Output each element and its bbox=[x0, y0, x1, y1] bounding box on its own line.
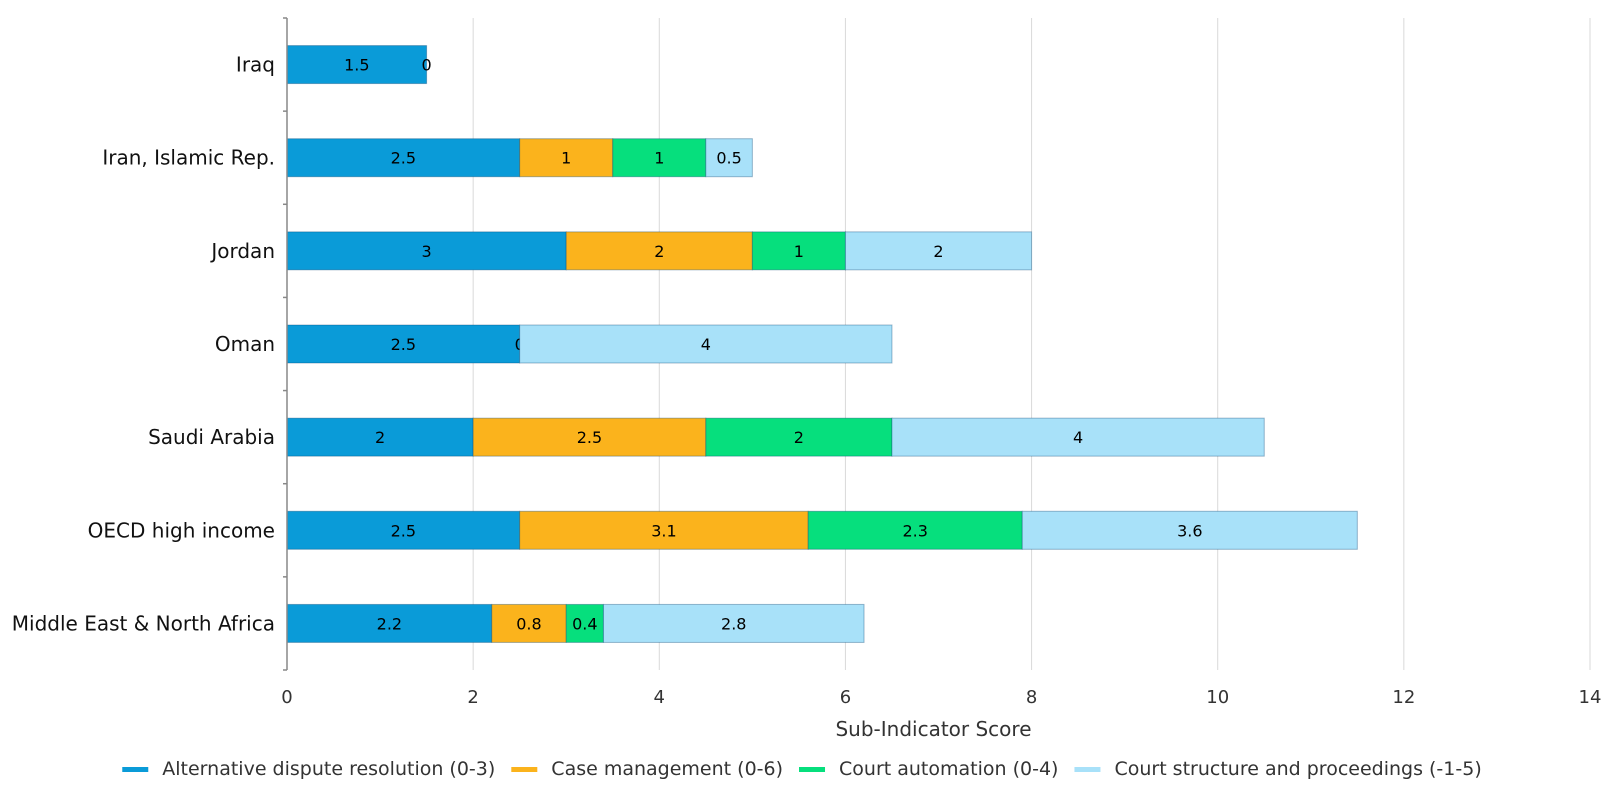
legend-label: Court structure and proceedings (-1-5) bbox=[1114, 758, 1481, 780]
data-label: 2.5 bbox=[391, 335, 416, 354]
category-label: Saudi Arabia bbox=[148, 425, 275, 449]
data-label: 2.2 bbox=[377, 614, 402, 633]
data-label: 1.5 bbox=[344, 56, 369, 75]
legend-item: Court structure and proceedings (-1-5) bbox=[1074, 758, 1481, 780]
legend-label: Case management (0-6) bbox=[551, 758, 783, 780]
x-axis-title: Sub-Indicator Score bbox=[835, 717, 1031, 741]
data-label: 2 bbox=[375, 428, 385, 447]
data-label: 2 bbox=[933, 242, 943, 261]
data-label: 4 bbox=[1073, 428, 1083, 447]
data-label: 3.1 bbox=[651, 521, 676, 540]
x-tick-label: 0 bbox=[281, 687, 292, 708]
data-label: 1 bbox=[561, 149, 571, 168]
legend-label: Court automation (0-4) bbox=[839, 758, 1058, 780]
x-tick-label: 4 bbox=[654, 687, 665, 708]
data-label: 2.5 bbox=[391, 521, 416, 540]
data-label: 3.6 bbox=[1177, 521, 1202, 540]
legend-item: Alternative dispute resolution (0-3) bbox=[122, 758, 495, 780]
x-tick-label: 6 bbox=[840, 687, 851, 708]
data-label: 3 bbox=[422, 242, 432, 261]
category-label: Iran, Islamic Rep. bbox=[102, 146, 275, 170]
legend-item: Court automation (0-4) bbox=[799, 758, 1058, 780]
data-label: 2 bbox=[794, 428, 804, 447]
legend-swatch bbox=[511, 767, 537, 772]
legend-swatch bbox=[1074, 767, 1100, 772]
data-label: 1 bbox=[654, 149, 664, 168]
legend: Alternative dispute resolution (0-3) Case… bbox=[122, 758, 1481, 780]
x-tick-label: 8 bbox=[1026, 687, 1037, 708]
bars: 1.502.5110.532122.50422.5242.53.12.33.62… bbox=[287, 46, 1357, 643]
category-label: Oman bbox=[215, 332, 275, 356]
x-tick-label: 2 bbox=[467, 687, 478, 708]
data-label: 0.8 bbox=[516, 614, 541, 633]
category-label: Middle East & North Africa bbox=[12, 611, 275, 635]
data-label: 4 bbox=[701, 335, 711, 354]
data-label: 2 bbox=[654, 242, 664, 261]
category-label: Jordan bbox=[209, 239, 275, 263]
data-label: 0.4 bbox=[572, 614, 597, 633]
data-label: 0.5 bbox=[716, 149, 741, 168]
x-tick-label: 12 bbox=[1392, 687, 1415, 708]
legend-label: Alternative dispute resolution (0-3) bbox=[162, 758, 495, 780]
data-label: 2.8 bbox=[721, 614, 746, 633]
data-label: 1 bbox=[794, 242, 804, 261]
x-tick-label: 14 bbox=[1579, 687, 1602, 708]
data-label: 2.5 bbox=[577, 428, 602, 447]
legend-swatch bbox=[122, 767, 148, 772]
x-tick-label: 10 bbox=[1206, 687, 1229, 708]
category-label: OECD high income bbox=[88, 518, 275, 542]
category-label: Iraq bbox=[236, 53, 275, 77]
legend-swatch bbox=[799, 767, 825, 772]
data-label: 2.5 bbox=[391, 149, 416, 168]
data-label: 0 bbox=[422, 56, 432, 75]
legend-item: Case management (0-6) bbox=[511, 758, 783, 780]
data-label: 2.3 bbox=[903, 521, 928, 540]
